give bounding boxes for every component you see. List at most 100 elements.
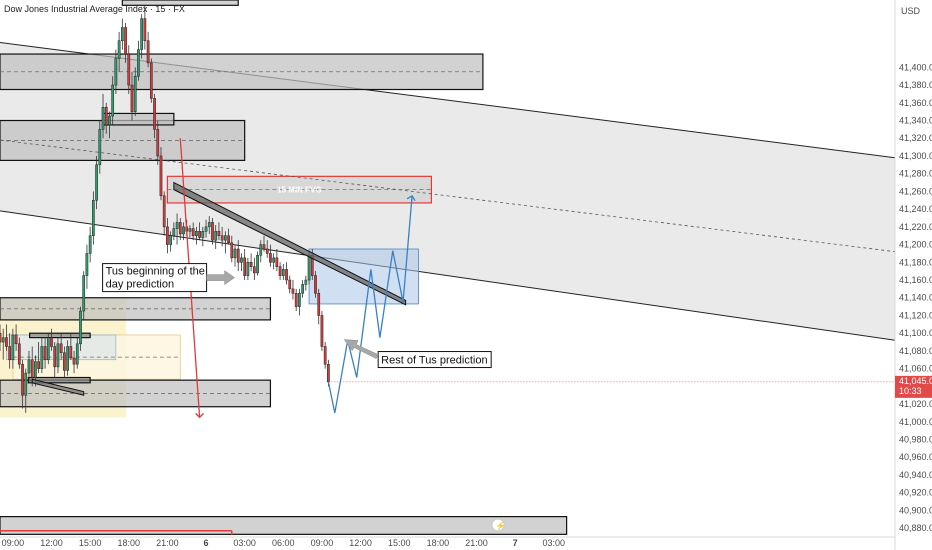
candle-body-61	[195, 231, 198, 236]
y-tick-label-22: 40,940.00	[899, 470, 932, 480]
y-tick-label-14: 41,120.00	[899, 310, 932, 320]
candle-body-25	[79, 310, 82, 345]
candle-body-16	[50, 337, 53, 347]
candle-body-43	[137, 49, 140, 77]
candle-body-100	[320, 315, 324, 347]
candle-body-10	[30, 359, 34, 378]
candle-body-76	[243, 257, 247, 276]
candle-body-49	[156, 129, 160, 157]
x-tick-label-8: 09:00	[311, 538, 334, 548]
candle-body-39	[124, 27, 127, 55]
candle-body-11	[34, 361, 37, 378]
candle-body-27	[85, 253, 89, 276]
candle-body-88	[281, 269, 285, 276]
x-tick-label-9: 12:00	[349, 538, 372, 548]
x-tick-label-5: 6	[204, 538, 209, 548]
candle-body-9	[27, 359, 31, 374]
candle-body-15	[46, 337, 50, 361]
candle-body-90	[288, 279, 292, 290]
x-tick-label-10: 15:00	[388, 538, 411, 548]
last-price-marker: 41,045.08 10:33	[895, 375, 932, 398]
candle-body-26	[82, 275, 86, 312]
lines-layer	[0, 139, 896, 535]
x-tick-label-6: 03:00	[233, 538, 256, 548]
candle-body-78	[249, 262, 253, 267]
candle-body-72	[230, 242, 234, 259]
x-tick-label-11: 18:00	[427, 538, 450, 548]
candle-body-24	[75, 343, 79, 365]
y-tick-label-11: 41,180.00	[899, 257, 932, 267]
trend-channel-fill	[0, 42, 895, 341]
candle-body-0	[0, 332, 2, 343]
candle-body-52	[166, 226, 169, 245]
x-tick-label-12: 21:00	[465, 538, 488, 548]
candle-body-19	[59, 343, 63, 353]
price-axis-panel[interactable]	[895, 0, 932, 550]
blue-path-arrowhead	[406, 194, 416, 202]
annotation-text-1b: day prediction	[106, 279, 175, 291]
y-tick-label-16: 41,080.00	[899, 346, 932, 356]
y-tick-label-7: 41,260.00	[899, 186, 932, 196]
y-tick-label-3: 41,340.00	[899, 116, 932, 126]
svg-text:⚡: ⚡	[496, 521, 506, 531]
candle-body-56	[178, 222, 182, 235]
y-tick-label-15: 41,100.00	[899, 328, 932, 338]
candle-body-34	[108, 115, 111, 126]
candle-body-68	[217, 231, 221, 236]
x-tick-label-3: 18:00	[118, 538, 141, 548]
last-price-countdown: 10:33	[899, 386, 922, 396]
y-tick-label-20: 40,980.00	[899, 435, 932, 445]
y-tick-label-18: 41,020.00	[899, 399, 932, 409]
candle-body-1	[1, 337, 5, 343]
annotation-text-2: Rest of Tus prediction	[381, 355, 487, 367]
candle-body-80	[256, 254, 259, 274]
y-tick-label-2: 41,360.00	[899, 98, 932, 108]
candle-body-21	[66, 346, 69, 371]
candle-body-33	[104, 106, 108, 126]
candle-body-29	[92, 200, 95, 236]
candle-body-102	[327, 363, 330, 383]
candle-body-91	[291, 288, 295, 294]
y-tick-label-25: 40,880.00	[899, 523, 932, 533]
y-tick-label-6: 41,280.00	[899, 169, 932, 179]
candle-body-54	[172, 228, 176, 236]
time-axis: 09:00 12:00 15:00 18:00 21:00 6 03:00 06:00 09:0…	[2, 538, 565, 548]
candle-body-98	[314, 275, 317, 294]
candle-body-92	[294, 293, 298, 307]
candle-body-96	[307, 254, 311, 281]
annotation-text-1a: Tus beginning of the	[106, 266, 205, 278]
y-tick-label-13: 41,140.00	[899, 293, 932, 303]
candle-body-36	[114, 58, 118, 86]
candle-body-71	[227, 235, 230, 244]
candle-body-67	[214, 231, 218, 241]
candle-body-84	[269, 253, 272, 263]
candle-body-37	[117, 40, 121, 59]
y-tick-label-19: 41,000.00	[899, 417, 932, 427]
x-tick-label-0: 09:00	[2, 538, 25, 548]
candle-body-22	[69, 346, 73, 359]
last-price-badge	[895, 375, 932, 398]
small-box-1	[27, 376, 91, 384]
candle-body-28	[88, 235, 92, 254]
y-tick-label-23: 40,920.00	[899, 488, 932, 498]
candle-body-99	[317, 293, 321, 316]
candle-body-55	[175, 222, 179, 229]
y-tick-label-10: 41,200.00	[899, 240, 932, 250]
gray-zone-5	[0, 516, 568, 535]
candle-body-30	[95, 164, 98, 201]
y-tick-label-8: 41,240.00	[899, 204, 932, 214]
candle-body-18	[56, 343, 60, 368]
lightning-icon[interactable]: ⚡	[491, 518, 506, 532]
candle-body-70	[224, 235, 227, 241]
candle-body-59	[188, 228, 192, 232]
small-wedge	[31, 378, 85, 396]
x-tick-label-14: 03:00	[542, 538, 565, 548]
candle-body-51	[162, 195, 166, 228]
annotation-box-1	[102, 263, 208, 293]
candle-body-95	[304, 279, 308, 285]
candle-body-42	[133, 75, 137, 112]
chart-title: Dow Jones Industrial Average Index · 15 …	[4, 4, 185, 14]
candle-body-63	[201, 231, 205, 238]
candle-body-5	[14, 334, 18, 345]
